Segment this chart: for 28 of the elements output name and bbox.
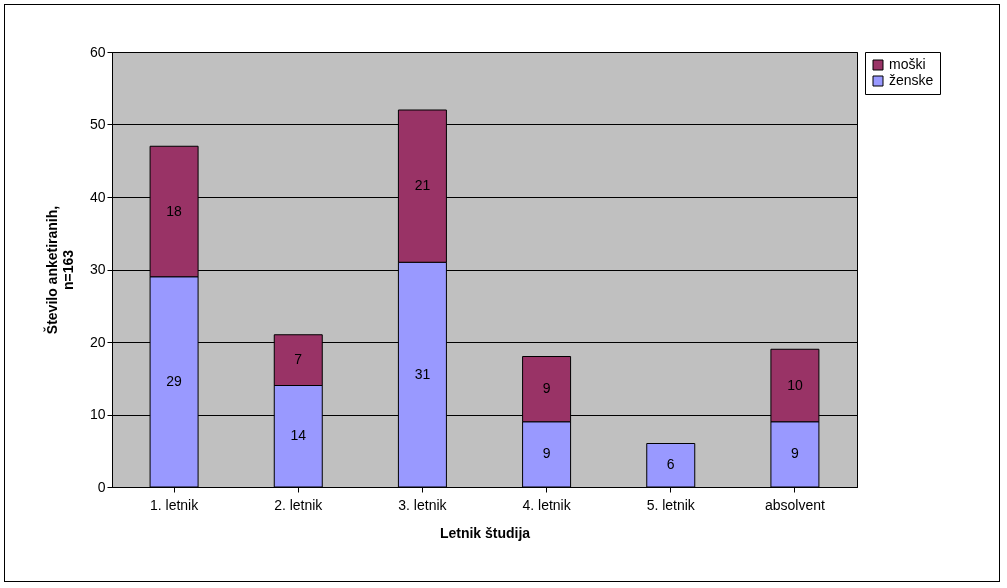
x-axis-title: Letnik študija: [439, 524, 531, 541]
y-axis-title: Število anketiranih, n=163: [42, 205, 76, 335]
legend-label: ženske: [889, 72, 934, 88]
y-tick-label: 60: [89, 43, 106, 60]
data-label: 6: [666, 456, 675, 473]
x-tick-label: 1. letnik: [149, 496, 200, 513]
x-tick-label: 4. letnik: [522, 496, 572, 513]
y-tick-label: 10: [89, 406, 106, 422]
y-tick-label: 30: [89, 261, 106, 277]
data-label: 7: [294, 351, 303, 368]
x-tick-label: 5. letnik: [646, 496, 696, 513]
data-label: 9: [542, 445, 551, 462]
y-tick-label: 20: [89, 333, 106, 350]
data-label: 14: [290, 427, 307, 444]
data-label: 10: [787, 376, 803, 393]
y-tick-label: 50: [89, 116, 106, 132]
x-tick-label: 2. letnik: [274, 496, 324, 513]
y-tick-label: 40: [89, 188, 106, 205]
legend-label: moški: [889, 56, 926, 72]
x-tick-label: 3. letnik: [398, 496, 448, 513]
data-label: 9: [791, 445, 800, 462]
data-label: 31: [414, 365, 431, 382]
data-label: 18: [166, 202, 183, 219]
data-label: 29: [166, 372, 183, 389]
data-label: 21: [414, 177, 431, 194]
x-tick-label: absolvent: [764, 496, 825, 513]
y-tick-label: 0: [97, 478, 106, 495]
data-label: 9: [542, 380, 551, 397]
